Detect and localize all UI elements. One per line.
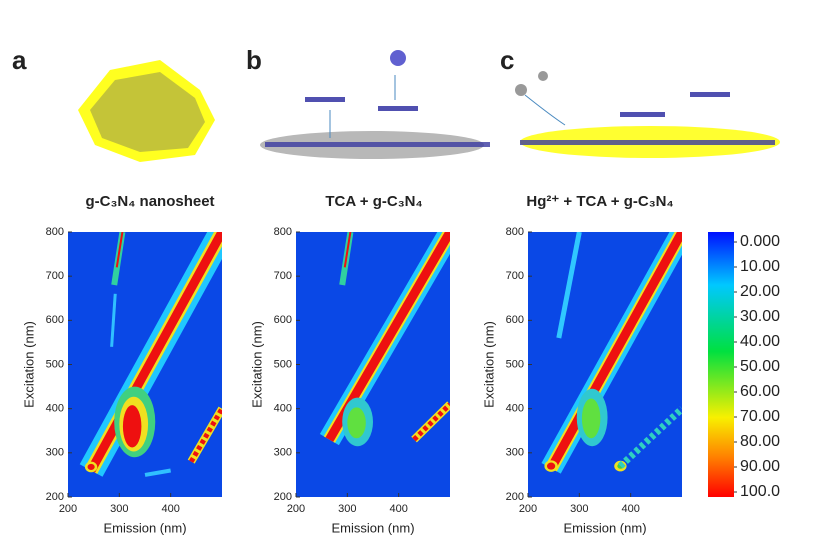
x-tick-label: 300: [570, 503, 588, 515]
y-tick-label: 400: [506, 403, 524, 415]
heatmap-a: [68, 232, 222, 497]
y-tick-label: 500: [274, 358, 292, 370]
y-tick-label: 200: [46, 491, 64, 503]
x-axis-label: Emission (nm): [331, 520, 414, 535]
x-tick-label: 400: [621, 503, 639, 515]
colorbar-label: 100.0: [740, 483, 780, 500]
illustration-a: [78, 60, 215, 162]
y-tick-label: 500: [506, 358, 524, 370]
y-axis-label: Excitation (nm): [21, 321, 36, 408]
x-tick-label: 400: [161, 503, 179, 515]
y-tick-label: 300: [506, 447, 524, 459]
y-tick-label: 200: [506, 491, 524, 503]
heatmap-b: [296, 232, 450, 497]
y-tick-label: 700: [46, 270, 64, 282]
y-tick-label: 600: [274, 314, 292, 326]
colorbar-label: 30.00: [740, 308, 780, 325]
panel-letter: b: [246, 45, 262, 75]
y-tick-label: 800: [274, 226, 292, 238]
y-tick-label: 400: [274, 403, 292, 415]
panel-letter: c: [500, 45, 514, 75]
heatmap-c: [528, 232, 682, 497]
y-axis-label: Excitation (nm): [481, 321, 496, 408]
colorbar-label: 40.00: [740, 333, 780, 350]
y-tick-label: 700: [274, 270, 292, 282]
y-axis-label: Excitation (nm): [249, 321, 264, 408]
colorbar-label: 10.00: [740, 258, 780, 275]
illustration-c: [515, 71, 780, 158]
y-tick-label: 300: [274, 447, 292, 459]
x-tick-label: 200: [287, 503, 305, 515]
x-axis-label: Emission (nm): [563, 520, 646, 535]
panel-title: Hg²⁺ + TCA + g-C₃N₄: [526, 193, 673, 210]
colorbar-label: 60.00: [740, 383, 780, 400]
panel-title: TCA + g-C₃N₄: [325, 193, 422, 210]
colorbar-label: 80.00: [740, 433, 780, 450]
y-tick-label: 400: [46, 403, 64, 415]
y-tick-label: 500: [46, 358, 64, 370]
panel-title: g-C₃N₄ nanosheet: [85, 193, 214, 210]
y-tick-label: 200: [274, 491, 292, 503]
x-tick-label: 200: [519, 503, 537, 515]
colorbar-label: 20.00: [740, 283, 780, 300]
colorbar-label: 0.000: [740, 233, 780, 250]
y-tick-label: 800: [506, 226, 524, 238]
colorbar-label: 70.00: [740, 408, 780, 425]
colorbar: [708, 232, 734, 497]
figure: a g-C₃N₄ nanosheet 200 300 400 200 300 400 500 60…: [0, 0, 826, 545]
illustration-b: [260, 50, 490, 159]
colorbar-label: 90.00: [740, 458, 780, 475]
y-tick-label: 800: [46, 226, 64, 238]
x-tick-label: 300: [338, 503, 356, 515]
panel-letter: a: [12, 45, 27, 75]
colorbar-label: 50.00: [740, 358, 780, 375]
y-tick-label: 600: [506, 314, 524, 326]
x-tick-label: 400: [389, 503, 407, 515]
x-tick-label: 300: [110, 503, 128, 515]
x-tick-label: 200: [59, 503, 77, 515]
y-tick-label: 700: [506, 270, 524, 282]
y-tick-label: 300: [46, 447, 64, 459]
y-tick-label: 600: [46, 314, 64, 326]
x-axis-label: Emission (nm): [103, 520, 186, 535]
